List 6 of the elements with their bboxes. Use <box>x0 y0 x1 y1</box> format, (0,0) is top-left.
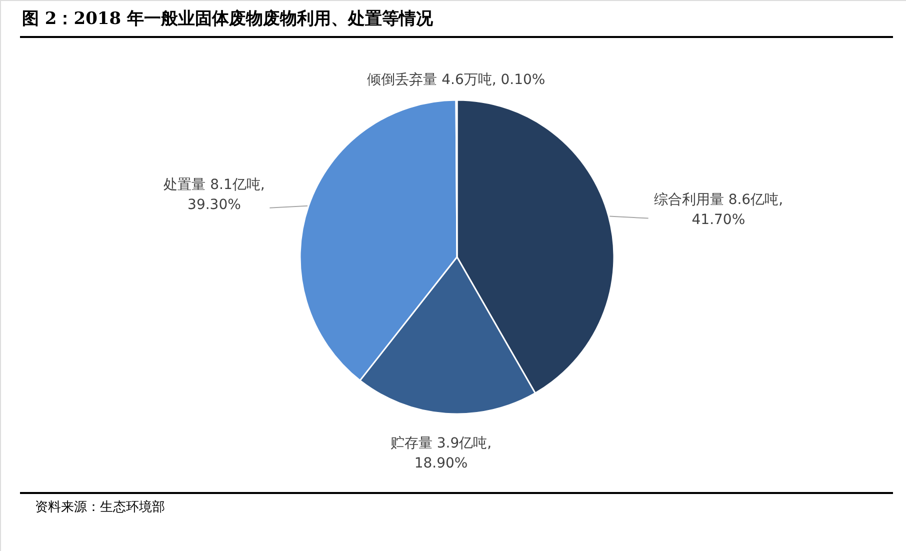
chart-title: 图 2：2018 年一般业固体废物废物利用、处置等情况 <box>22 9 434 29</box>
slice-label: 倾倒丢弃量 4.6万吨, 0.10% <box>367 72 546 88</box>
slice-label: 综合利用量 8.6亿吨, 41.70% <box>654 192 784 228</box>
slice-label: 贮存量 3.9亿吨, 18.90% <box>390 436 492 472</box>
text: 资料来源：生态环境部 <box>35 499 165 515</box>
slice-label: 处置量 8.1亿吨, 39.30% <box>164 177 265 214</box>
